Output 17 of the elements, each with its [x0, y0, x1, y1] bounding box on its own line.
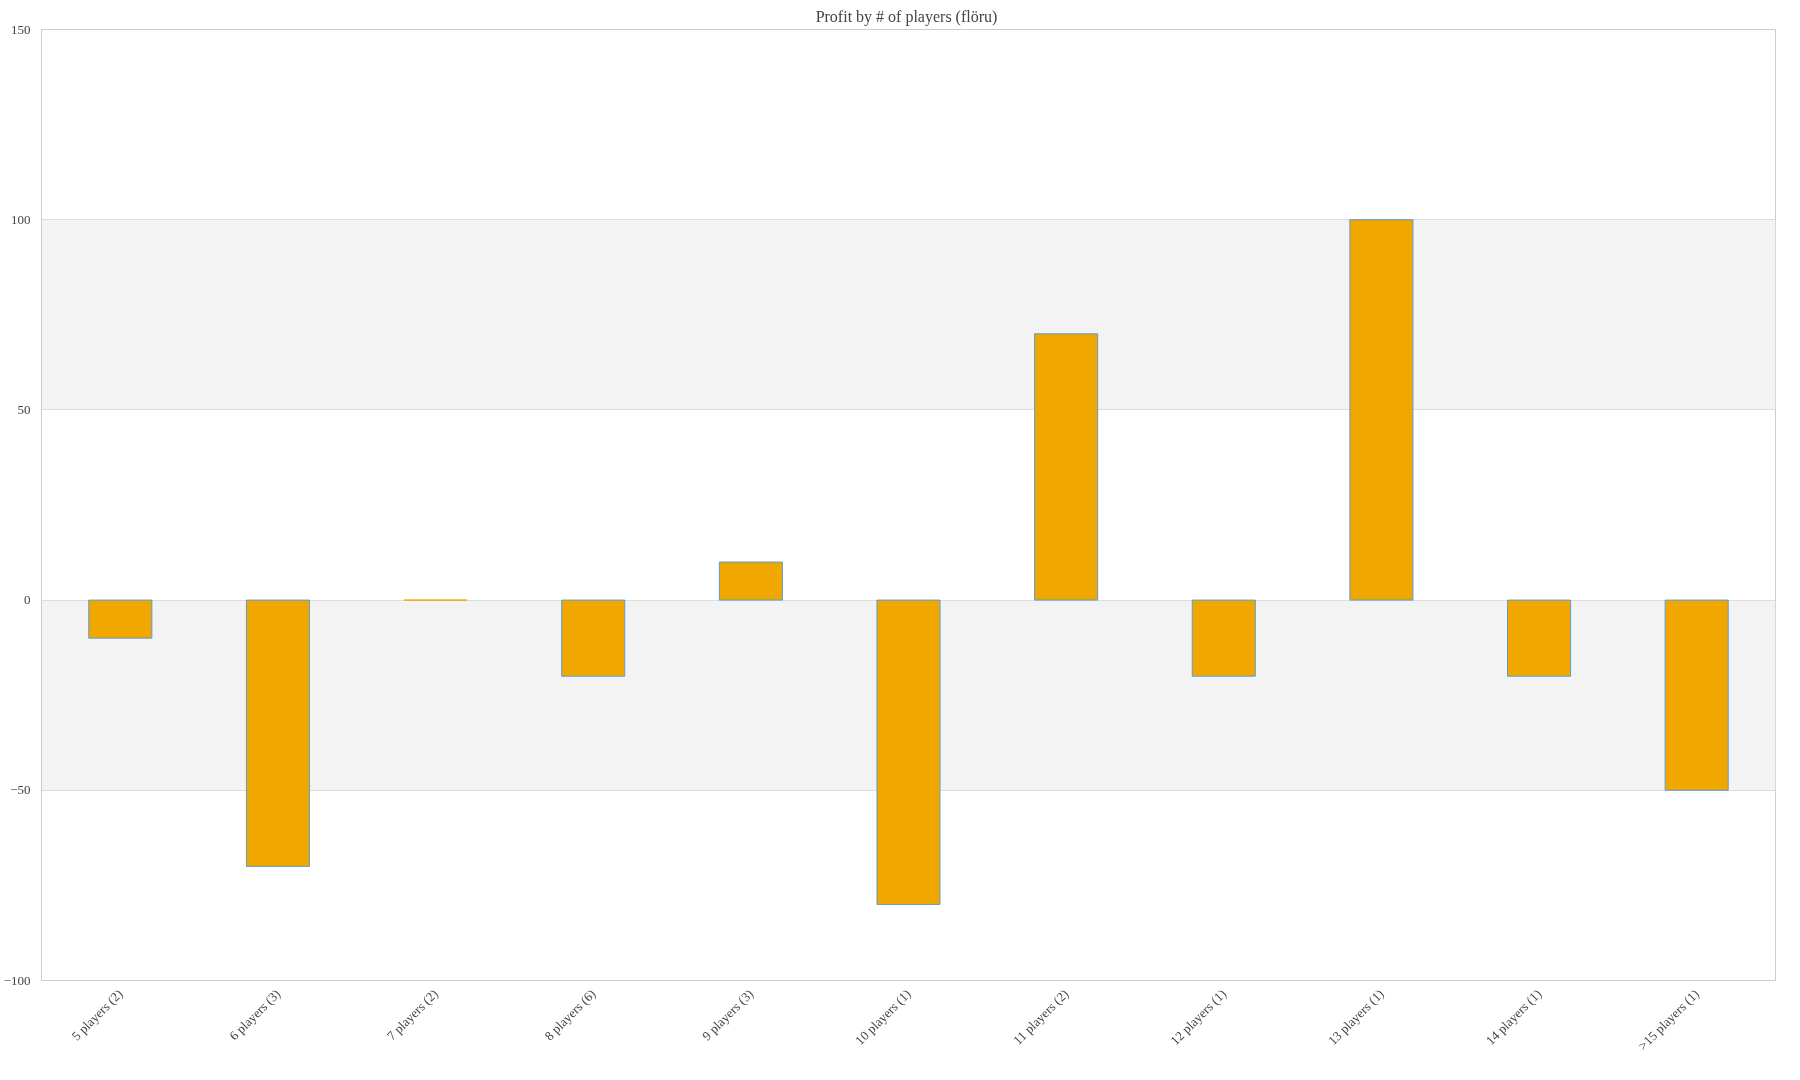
bar — [876, 599, 941, 905]
bar — [1034, 333, 1099, 601]
bar — [88, 599, 153, 639]
bar — [1191, 599, 1256, 677]
bar — [718, 561, 783, 601]
chart-title: Profit by # of players (flöru) — [815, 7, 998, 26]
y-tick-label: −100 — [3, 972, 31, 988]
bar — [1349, 219, 1414, 601]
bar — [1507, 599, 1572, 677]
y-tick-label: 150 — [11, 21, 31, 37]
bar — [1664, 599, 1729, 791]
y-tick-label: 50 — [17, 401, 31, 417]
y-tick-label: 0 — [24, 592, 31, 608]
bar — [561, 599, 626, 677]
bar — [245, 599, 310, 867]
y-tick-label: −50 — [10, 782, 31, 798]
y-tick-label: 100 — [11, 211, 31, 227]
